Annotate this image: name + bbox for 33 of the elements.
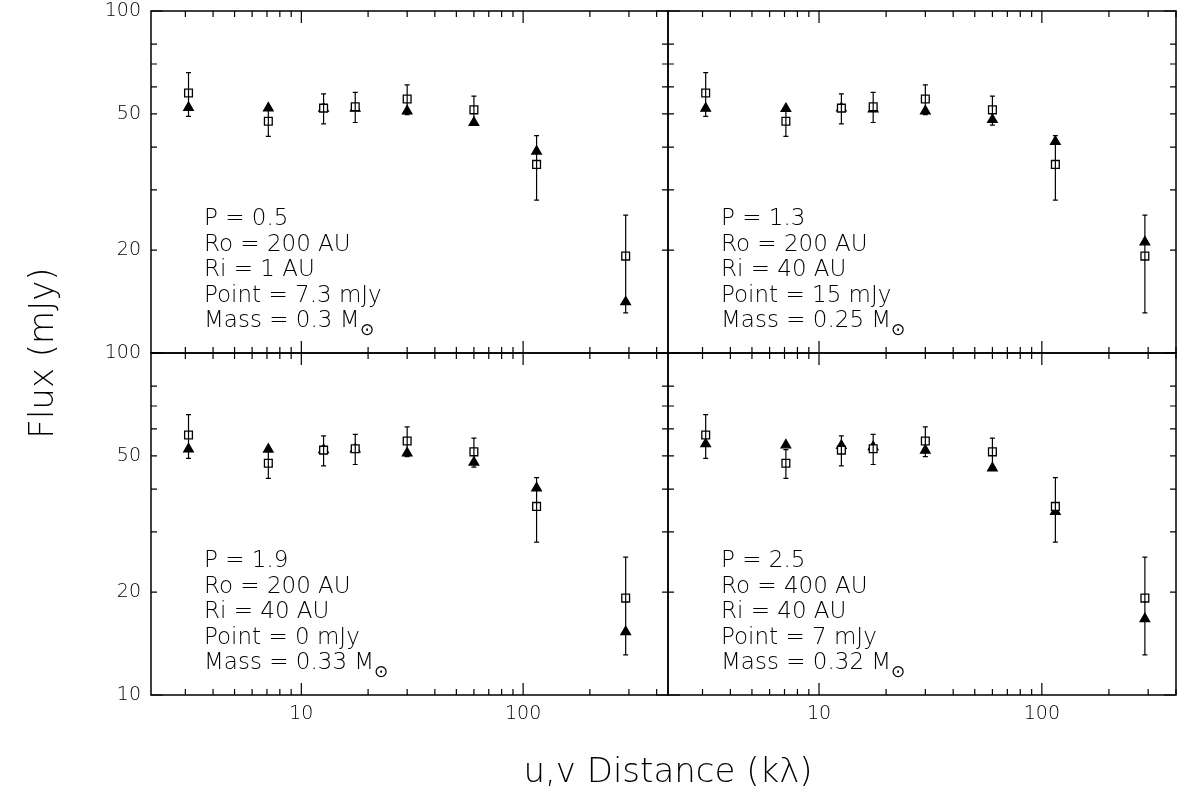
x-tick-label: 10 — [289, 701, 314, 724]
annotation: Point = 15 mJy — [721, 280, 892, 307]
annotation: Ro = 200 AU — [721, 229, 868, 256]
y-tick-label: 100 — [104, 0, 141, 20]
annotation: Ri = 40 AU — [721, 255, 847, 281]
annotation: Ro = 400 AU — [721, 571, 868, 598]
x-tick-label: 100 — [1023, 701, 1060, 724]
annotation: Mass = 0.3 M⊙ — [204, 306, 374, 340]
annotation: Mass = 0.32 M⊙ — [721, 648, 906, 682]
annotation: Point = 0 mJy — [204, 622, 360, 649]
annotation: Ri = 40 AU — [721, 597, 847, 623]
annotation: Mass = 0.25 M⊙ — [721, 306, 906, 340]
x-axis-title: u,v Distance (kλ) — [523, 750, 813, 790]
y-tick-label: 20 — [116, 236, 141, 259]
annotation: P = 0.5 — [204, 204, 289, 230]
annotation: Mass = 0.33 M⊙ — [204, 648, 389, 682]
x-tick-label: 10 — [806, 701, 832, 724]
y-axis-title: Flux (mJy) — [21, 267, 61, 439]
annotation: Ri = 40 AU — [204, 597, 330, 623]
annotation: P = 1.3 — [721, 204, 806, 230]
annotation: P = 1.9 — [204, 546, 289, 572]
annotation: Ro = 200 AU — [204, 571, 351, 598]
annotation: Ro = 200 AU — [204, 229, 351, 256]
annotation: Point = 7.3 mJy — [204, 280, 382, 307]
y-tick-label: 50 — [116, 100, 141, 123]
x-tick-label: 100 — [504, 701, 542, 724]
y-tick-label: 50 — [116, 442, 141, 465]
y-tick-label: 100 — [104, 339, 141, 362]
annotation: Ri = 1 AU — [204, 255, 315, 281]
annotation: Point = 7 mJy — [721, 622, 877, 649]
y-tick-label: 10 — [116, 681, 141, 704]
annotation: P = 2.5 — [721, 546, 806, 572]
y-tick-label: 20 — [116, 578, 141, 601]
